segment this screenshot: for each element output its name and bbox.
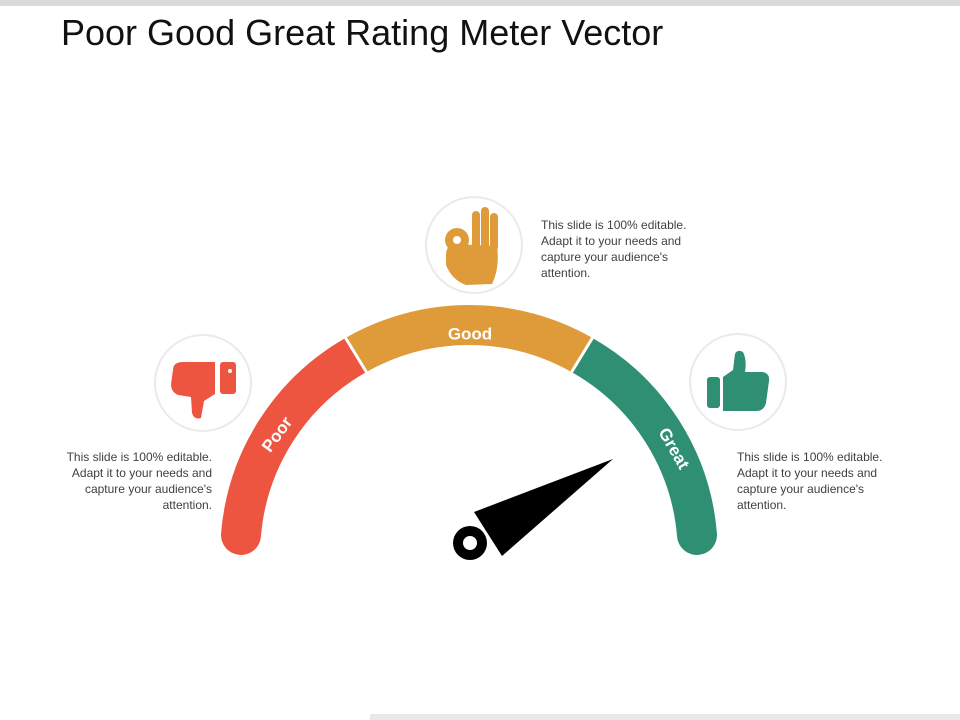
poor-caption: This slide is 100% editable. Adapt it to… [66,450,212,512]
good-icon-badge [425,196,523,294]
great-icon-badge [689,333,787,431]
segment-label-good: Good [448,324,492,343]
meter-segment-poor [221,335,376,555]
great-caption: This slide is 100% editable. Adapt it to… [737,450,883,512]
top-border [0,0,960,6]
thumbs-up-icon [707,350,770,411]
segment-divider [569,336,595,374]
meter-segment-good [346,305,592,373]
needle-pointer [474,459,613,556]
segment-divider [343,336,369,374]
poor-icon-badge [154,334,252,432]
thumbs-down-icon [171,362,236,419]
meter-segment-great [562,335,717,555]
needle-hub-center [463,536,477,550]
meter-needle [453,459,613,560]
ok-hand-icon [445,207,498,285]
bottom-border [370,714,960,720]
good-caption: This slide is 100% editable. Adapt it to… [541,218,687,280]
page-title: Poor Good Great Rating Meter Vector [61,12,664,53]
